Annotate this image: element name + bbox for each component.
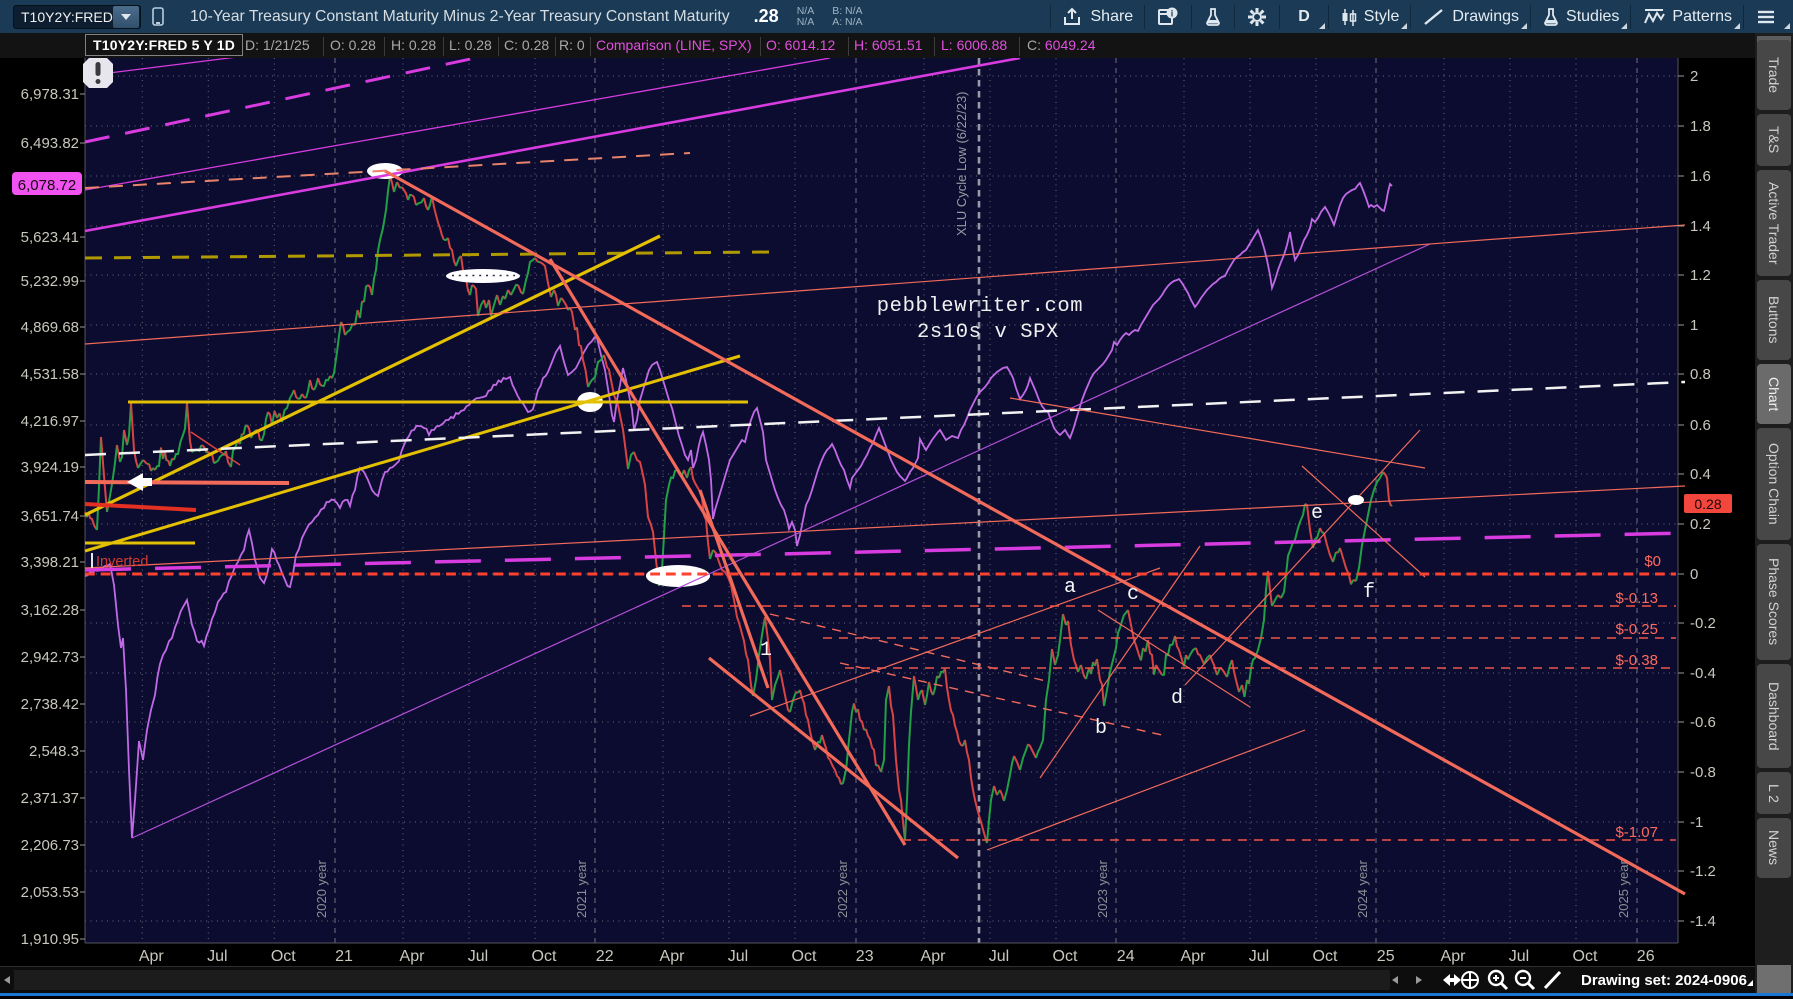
svg-text:5,232.99: 5,232.99 bbox=[21, 273, 79, 290]
svg-text:-1.2: -1.2 bbox=[1690, 863, 1716, 880]
svg-text:d: d bbox=[1171, 687, 1183, 710]
svg-text:2,206.73: 2,206.73 bbox=[21, 837, 79, 854]
svg-text:$-0.38: $-0.38 bbox=[1615, 652, 1658, 669]
svg-text:2024 year: 2024 year bbox=[1355, 860, 1370, 918]
svg-text:Jul: Jul bbox=[989, 948, 1009, 965]
svg-text:Apr: Apr bbox=[1441, 948, 1467, 965]
svg-text:26: 26 bbox=[1637, 948, 1655, 965]
svg-text:25: 25 bbox=[1377, 948, 1395, 965]
svg-text:-0.8: -0.8 bbox=[1690, 764, 1716, 781]
svg-text:23: 23 bbox=[856, 948, 874, 965]
svg-text:Jul: Jul bbox=[207, 948, 227, 965]
svg-text:1.6: 1.6 bbox=[1690, 168, 1711, 185]
svg-text:f: f bbox=[1363, 581, 1375, 604]
svg-text:2025 year: 2025 year bbox=[1616, 860, 1631, 918]
svg-text:-0.2: -0.2 bbox=[1690, 615, 1716, 632]
svg-text:2,548.3: 2,548.3 bbox=[29, 743, 79, 760]
svg-text:Oct: Oct bbox=[792, 948, 817, 965]
svg-text:Oct: Oct bbox=[1573, 948, 1598, 965]
svg-text:0.8: 0.8 bbox=[1690, 366, 1711, 383]
svg-text:1,910.95: 1,910.95 bbox=[21, 931, 79, 948]
svg-text:Apr: Apr bbox=[400, 948, 426, 965]
svg-text:-0.6: -0.6 bbox=[1690, 714, 1716, 731]
svg-text:e: e bbox=[1311, 502, 1323, 525]
svg-text:2s10s v SPX: 2s10s v SPX bbox=[917, 321, 1059, 344]
svg-text:Apr: Apr bbox=[660, 948, 686, 965]
svg-text:i: i bbox=[1171, 8, 1174, 18]
svg-text:$-1.07: $-1.07 bbox=[1615, 824, 1658, 841]
svg-text:Apr: Apr bbox=[921, 948, 947, 965]
svg-text:-1.4: -1.4 bbox=[1690, 913, 1716, 930]
svg-text:1: 1 bbox=[1690, 317, 1698, 334]
svg-text:0.28: 0.28 bbox=[1694, 496, 1721, 512]
svg-text:5,623.41: 5,623.41 bbox=[21, 229, 79, 246]
svg-text:XLU Cycle Low (6/22/23): XLU Cycle Low (6/22/23) bbox=[954, 91, 969, 236]
svg-text:4,216.97: 4,216.97 bbox=[21, 413, 79, 430]
svg-text:Oct: Oct bbox=[1053, 948, 1078, 965]
svg-text:$-0.25: $-0.25 bbox=[1615, 621, 1658, 638]
svg-text:0.4: 0.4 bbox=[1690, 466, 1711, 483]
svg-text:Jul: Jul bbox=[1509, 948, 1529, 965]
svg-text:1: 1 bbox=[760, 639, 772, 662]
svg-text:0.2: 0.2 bbox=[1690, 516, 1711, 533]
svg-text:c: c bbox=[1127, 583, 1139, 606]
svg-text:0.6: 0.6 bbox=[1690, 417, 1711, 434]
svg-text:1.8: 1.8 bbox=[1690, 118, 1711, 135]
svg-text:2,738.42: 2,738.42 bbox=[21, 696, 79, 713]
svg-text:6,978.31: 6,978.31 bbox=[21, 86, 79, 103]
svg-text:Apr: Apr bbox=[1181, 948, 1207, 965]
svg-text:21: 21 bbox=[335, 948, 353, 965]
svg-text:2023 year: 2023 year bbox=[1095, 860, 1110, 918]
svg-text:2020 year: 2020 year bbox=[314, 860, 329, 918]
svg-text:-1: -1 bbox=[1690, 814, 1703, 831]
svg-text:1.2: 1.2 bbox=[1690, 267, 1711, 284]
svg-text:a: a bbox=[1064, 576, 1076, 599]
svg-text:6,078.72: 6,078.72 bbox=[18, 177, 76, 194]
svg-text:-0.4: -0.4 bbox=[1690, 665, 1716, 682]
svg-text:24: 24 bbox=[1117, 948, 1135, 965]
svg-text:$0: $0 bbox=[1644, 553, 1661, 570]
svg-text:2: 2 bbox=[1690, 68, 1698, 85]
svg-text:3,651.74: 3,651.74 bbox=[21, 508, 79, 525]
svg-text:2,053.53: 2,053.53 bbox=[21, 884, 79, 901]
svg-text:b: b bbox=[1095, 717, 1107, 740]
svg-text:2022 year: 2022 year bbox=[835, 860, 850, 918]
svg-text:1.4: 1.4 bbox=[1690, 218, 1711, 235]
svg-text:Oct: Oct bbox=[271, 948, 296, 965]
svg-text:2,942.73: 2,942.73 bbox=[21, 649, 79, 666]
svg-text:Jul: Jul bbox=[468, 948, 488, 965]
svg-text:22: 22 bbox=[596, 948, 614, 965]
svg-text:Jul: Jul bbox=[728, 948, 748, 965]
svg-text:0: 0 bbox=[1690, 566, 1698, 583]
svg-text:Oct: Oct bbox=[532, 948, 557, 965]
svg-text:3,162.28: 3,162.28 bbox=[21, 602, 79, 619]
svg-text:3,398.21: 3,398.21 bbox=[21, 554, 79, 571]
svg-text:$-0.13: $-0.13 bbox=[1615, 590, 1658, 607]
svg-text:6,493.82: 6,493.82 bbox=[21, 135, 79, 152]
svg-text:3,924.19: 3,924.19 bbox=[21, 459, 79, 476]
svg-text:Inverted: Inverted bbox=[96, 554, 148, 570]
svg-text:2,371.37: 2,371.37 bbox=[21, 790, 79, 807]
svg-text:Oct: Oct bbox=[1313, 948, 1338, 965]
svg-text:pebblewriter.com: pebblewriter.com bbox=[877, 295, 1083, 318]
svg-text:4,531.58: 4,531.58 bbox=[21, 366, 79, 383]
svg-text:Drawing set: 2024-0906: Drawing set: 2024-0906 bbox=[1581, 972, 1747, 989]
svg-text:Jul: Jul bbox=[1249, 948, 1269, 965]
svg-text:4,869.68: 4,869.68 bbox=[21, 319, 79, 336]
svg-text:2021 year: 2021 year bbox=[574, 860, 589, 918]
svg-text:Apr: Apr bbox=[139, 948, 165, 965]
